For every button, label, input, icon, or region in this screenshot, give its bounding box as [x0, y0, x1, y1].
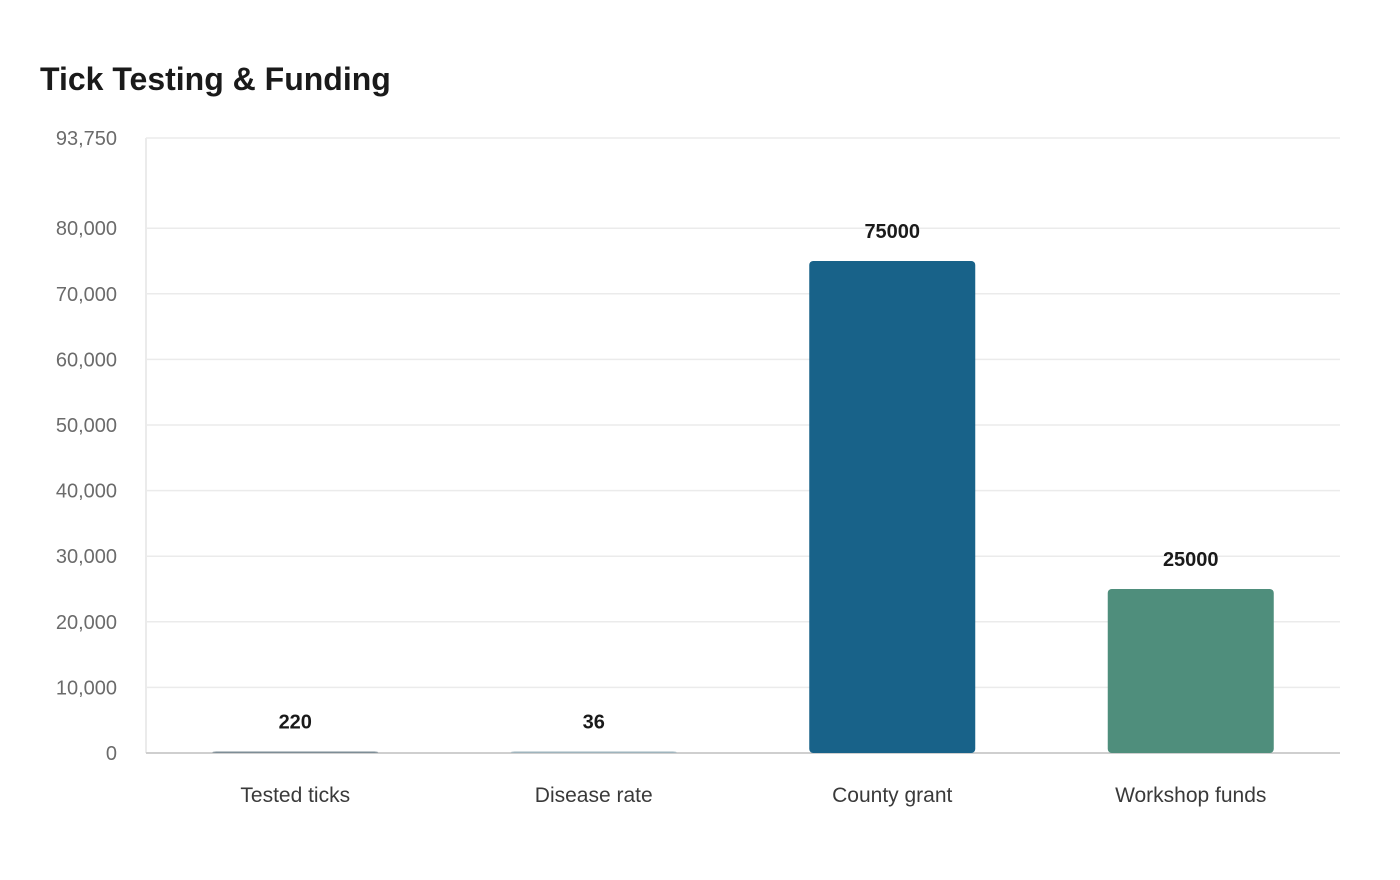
y-tick-label: 80,000: [56, 218, 117, 240]
data-label: 75000: [864, 221, 920, 243]
x-axis-categories: Tested ticks Disease rate County grant Work…: [240, 784, 1266, 807]
y-tick-label: 50,000: [56, 415, 117, 437]
x-category-label: County grant: [832, 784, 952, 807]
y-axis-ticks: 0 10,000 20,000 30,000 40,000 50,000 60,000 70,…: [56, 128, 117, 765]
data-label: 25000: [1163, 549, 1219, 571]
y-tick-label: 60,000: [56, 349, 117, 371]
chart-title: Tick Testing & Funding: [40, 61, 391, 97]
y-tick-label: 30,000: [56, 546, 117, 568]
bars: [212, 261, 1274, 753]
x-category-label: Workshop funds: [1115, 784, 1266, 807]
data-labels: 220 36 75000 25000: [279, 221, 1219, 734]
y-tick-label: 70,000: [56, 284, 117, 306]
y-tick-label: 40,000: [56, 481, 117, 503]
y-tick-label: 93,750: [56, 128, 117, 150]
gridlines: [146, 137, 1340, 689]
x-category-label: Disease rate: [535, 784, 653, 807]
x-category-label: Tested ticks: [240, 784, 350, 807]
bar-disease-rate[interactable]: [510, 751, 677, 754]
data-label: 220: [279, 712, 312, 734]
bar-workshop-funds[interactable]: [1107, 589, 1274, 753]
y-tick-label: 0: [106, 743, 117, 765]
y-tick-label: 20,000: [56, 612, 117, 634]
y-tick-label: 10,000: [56, 677, 117, 699]
bar-county-grant[interactable]: [809, 261, 976, 753]
bar-tested-ticks[interactable]: [212, 751, 379, 754]
data-label: 36: [583, 712, 605, 734]
